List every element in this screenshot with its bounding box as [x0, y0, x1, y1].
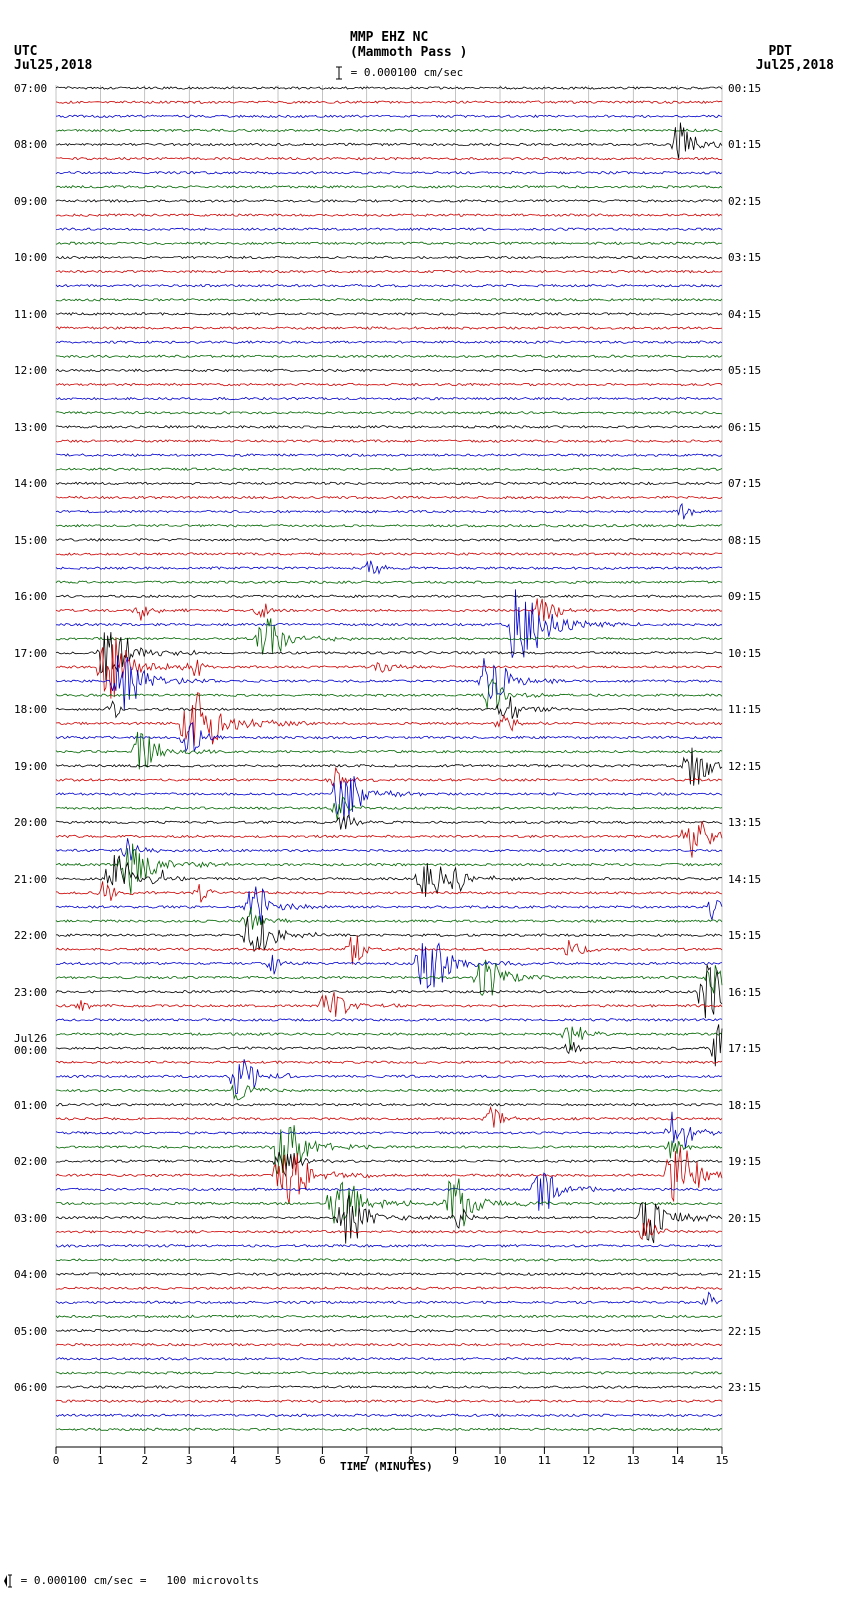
- pdt-hour-label: 07:15: [728, 477, 761, 490]
- utc-hour-label: 20:00: [14, 816, 47, 829]
- pdt-hour-label: 04:15: [728, 308, 761, 321]
- pdt-hour-label: 02:15: [728, 195, 761, 208]
- utc-hour-label: 22:00: [14, 929, 47, 942]
- utc-hour-label: 02:00: [14, 1155, 47, 1168]
- svg-text:12: 12: [582, 1454, 595, 1467]
- pdt-hour-label: 23:15: [728, 1381, 761, 1394]
- svg-text:5: 5: [275, 1454, 282, 1467]
- svg-text:4: 4: [230, 1454, 237, 1467]
- utc-hour-label: 16:00: [14, 590, 47, 603]
- utc-hour-label: 04:00: [14, 1268, 47, 1281]
- svg-text:13: 13: [627, 1454, 640, 1467]
- utc-hour-label: 10:00: [14, 251, 47, 264]
- svg-text:14: 14: [671, 1454, 685, 1467]
- svg-text:2: 2: [141, 1454, 148, 1467]
- pdt-hour-label: 01:15: [728, 138, 761, 151]
- utc-hour-label: 00:00: [14, 1044, 47, 1057]
- utc-hour-label: 07:00: [14, 82, 47, 95]
- svg-text:9: 9: [452, 1454, 459, 1467]
- svg-text:15: 15: [715, 1454, 728, 1467]
- pdt-hour-label: 16:15: [728, 986, 761, 999]
- x-axis-label: TIME (MINUTES): [340, 1460, 433, 1473]
- svg-text:6: 6: [319, 1454, 326, 1467]
- utc-hour-label: 06:00: [14, 1381, 47, 1394]
- svg-text:3: 3: [186, 1454, 193, 1467]
- pdt-hour-label: 18:15: [728, 1099, 761, 1112]
- pdt-hour-label: 10:15: [728, 647, 761, 660]
- pdt-hour-label: 17:15: [728, 1042, 761, 1055]
- utc-hour-label: 18:00: [14, 703, 47, 716]
- utc-hour-label: 19:00: [14, 760, 47, 773]
- utc-hour-label: 17:00: [14, 647, 47, 660]
- pdt-hour-label: 20:15: [728, 1212, 761, 1225]
- helicorder-plot: 0123456789101112131415: [0, 0, 850, 1580]
- pdt-hour-label: 19:15: [728, 1155, 761, 1168]
- utc-hour-label: 13:00: [14, 421, 47, 434]
- pdt-hour-label: 14:15: [728, 873, 761, 886]
- utc-hour-label: 14:00: [14, 477, 47, 490]
- utc-hour-label: 01:00: [14, 1099, 47, 1112]
- pdt-hour-label: 05:15: [728, 364, 761, 377]
- pdt-hour-label: 03:15: [728, 251, 761, 264]
- pdt-hour-label: 09:15: [728, 590, 761, 603]
- footer-scale: = 0.000100 cm/sec = 100 microvolts: [4, 1574, 259, 1588]
- svg-text:10: 10: [493, 1454, 506, 1467]
- utc-hour-label: 23:00: [14, 986, 47, 999]
- utc-hour-label: 09:00: [14, 195, 47, 208]
- pdt-hour-label: 08:15: [728, 534, 761, 547]
- utc-hour-label: 11:00: [14, 308, 47, 321]
- utc-hour-label: 21:00: [14, 873, 47, 886]
- pdt-hour-label: 12:15: [728, 760, 761, 773]
- pdt-hour-label: 21:15: [728, 1268, 761, 1281]
- utc-hour-label: 03:00: [14, 1212, 47, 1225]
- pdt-hour-label: 22:15: [728, 1325, 761, 1338]
- utc-hour-label: 12:00: [14, 364, 47, 377]
- pdt-hour-label: 15:15: [728, 929, 761, 942]
- pdt-hour-label: 00:15: [728, 82, 761, 95]
- utc-hour-label: 08:00: [14, 138, 47, 151]
- utc-hour-label: 05:00: [14, 1325, 47, 1338]
- svg-text:1: 1: [97, 1454, 104, 1467]
- svg-text:0: 0: [53, 1454, 60, 1467]
- seismogram-root: MMP EHZ NC (Mammoth Pass ) = 0.000100 cm…: [0, 0, 850, 1613]
- pdt-hour-label: 13:15: [728, 816, 761, 829]
- svg-text:11: 11: [538, 1454, 551, 1467]
- pdt-hour-label: 06:15: [728, 421, 761, 434]
- pdt-hour-label: 11:15: [728, 703, 761, 716]
- utc-hour-label: 15:00: [14, 534, 47, 547]
